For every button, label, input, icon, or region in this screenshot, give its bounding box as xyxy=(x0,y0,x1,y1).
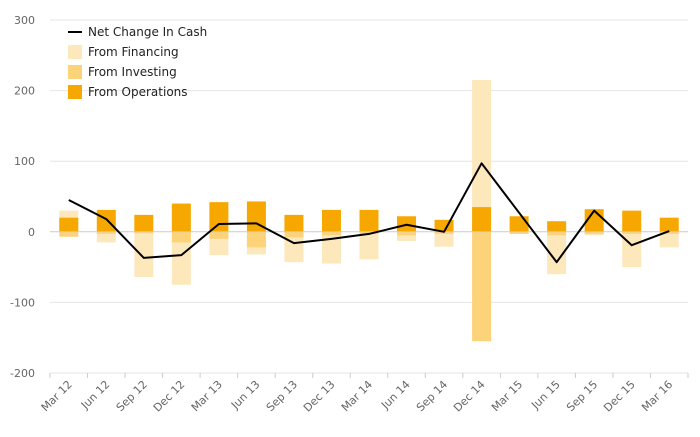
from-operations-bar xyxy=(134,215,153,232)
from-financing-bar xyxy=(360,232,379,260)
legend-swatch-from-financing xyxy=(68,45,82,59)
legend-label-net-change-in-cash: Net Change In Cash xyxy=(88,25,207,39)
from-investing-bar xyxy=(172,232,191,243)
x-tick-label: Mar 14 xyxy=(339,378,375,414)
from-investing-bar xyxy=(284,232,303,238)
from-operations-bar xyxy=(472,207,491,232)
x-tick-label: Dec 13 xyxy=(301,378,338,415)
x-tick-label: Jun 14 xyxy=(378,378,412,412)
legend: Net Change In Cash From Financing From Inv… xyxy=(68,25,207,99)
x-tick-label: Dec 12 xyxy=(151,378,188,415)
x-tick-label: Sep 12 xyxy=(114,378,150,414)
legend-swatch-from-investing xyxy=(68,65,82,79)
from-operations-bar xyxy=(322,210,341,232)
x-tick-label: Mar 15 xyxy=(489,378,525,414)
x-tick-label: Jun 15 xyxy=(528,378,562,412)
x-tick-label: Sep 15 xyxy=(564,378,600,414)
legend-label-from-operations: From Operations xyxy=(88,85,188,99)
from-operations-bar xyxy=(547,221,566,232)
from-investing-bar xyxy=(472,232,491,341)
from-investing-bar xyxy=(397,232,416,236)
from-operations-bar xyxy=(209,202,228,232)
y-tick-label: 200 xyxy=(14,85,35,98)
legend-label-from-investing: From Investing xyxy=(88,65,177,79)
y-tick-label: 100 xyxy=(14,155,35,168)
from-operations-bar xyxy=(622,211,641,232)
x-tick-label: Dec 15 xyxy=(601,378,638,415)
from-investing-bar xyxy=(247,232,266,248)
from-investing-bar xyxy=(209,232,228,239)
y-tick-label: 300 xyxy=(14,14,35,27)
y-tick-label: -100 xyxy=(10,296,35,309)
from-investing-bar xyxy=(59,232,78,237)
from-financing-bar xyxy=(435,232,454,247)
x-tick-label: Mar 16 xyxy=(639,378,675,414)
from-operations-bar xyxy=(59,218,78,232)
x-tick-label: Sep 14 xyxy=(414,378,450,414)
from-operations-bar xyxy=(360,210,379,232)
x-tick-label: Jun 13 xyxy=(228,378,262,412)
legend-label-from-financing: From Financing xyxy=(88,45,179,59)
from-financing-bar xyxy=(134,232,153,277)
legend-swatch-from-operations xyxy=(68,85,82,99)
x-tick-label: Mar 13 xyxy=(189,378,225,414)
from-investing-bar xyxy=(547,232,566,236)
y-tick-label: 0 xyxy=(28,226,35,239)
from-investing-bar xyxy=(322,232,341,236)
from-operations-bar xyxy=(172,204,191,232)
from-operations-bar xyxy=(510,216,529,232)
x-tick-label: Sep 13 xyxy=(264,378,300,414)
x-tick-label: Jun 12 xyxy=(78,378,112,412)
from-operations-bar xyxy=(660,218,679,232)
from-financing-bar xyxy=(622,232,641,267)
from-financing-bar xyxy=(322,232,341,264)
x-tick-label: Mar 12 xyxy=(39,378,75,414)
from-operations-bar xyxy=(97,210,116,232)
x-tick-label: Dec 14 xyxy=(451,378,488,415)
from-operations-bar xyxy=(284,215,303,232)
y-tick-label: -200 xyxy=(10,367,35,380)
